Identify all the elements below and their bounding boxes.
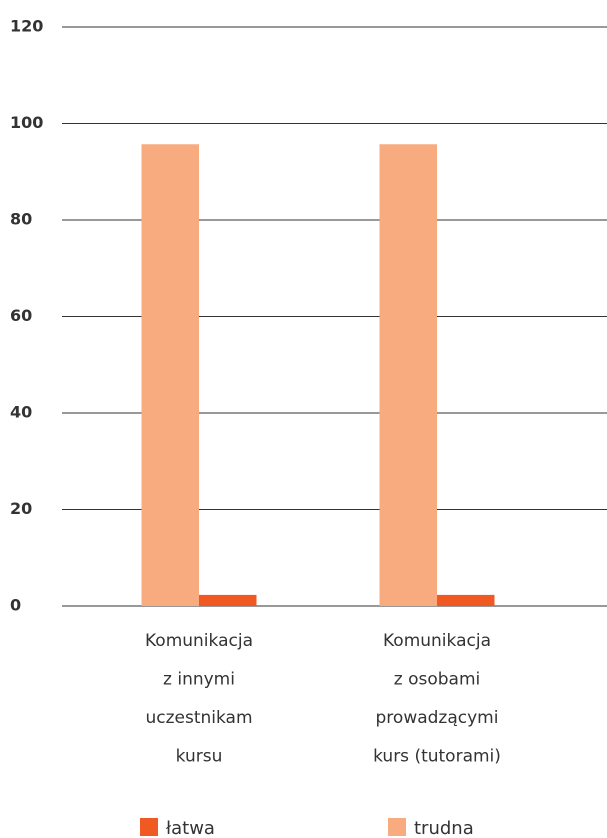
x-tick-label: z osobami: [394, 670, 480, 690]
y-tick-label: 0: [10, 596, 21, 615]
y-tick-label: 60: [10, 306, 32, 325]
y-tick-label: 100: [10, 113, 43, 132]
legend-label: łatwa: [166, 818, 215, 838]
x-tick-label: Komunikacja: [383, 631, 491, 651]
x-tick-label: Komunikacja: [145, 631, 253, 651]
y-tick-label: 20: [10, 499, 32, 518]
bar: [379, 144, 437, 606]
x-tick-label: uczestnikam: [145, 708, 252, 728]
x-tick-label: prowadzącymi: [376, 708, 499, 728]
bar: [141, 144, 199, 606]
x-tick-label: kurs (tutorami): [373, 747, 501, 767]
x-tick-label: kursu: [176, 747, 223, 767]
bar: [437, 594, 495, 606]
legend-swatch: [388, 818, 406, 836]
y-tick-label: 120: [10, 17, 43, 36]
legend-swatch: [140, 818, 158, 836]
bar: [199, 594, 257, 606]
legend-label: trudna: [414, 818, 474, 838]
y-tick-label: 80: [10, 210, 32, 229]
y-tick-label: 40: [10, 403, 32, 422]
x-tick-label: z innymi: [163, 670, 235, 690]
